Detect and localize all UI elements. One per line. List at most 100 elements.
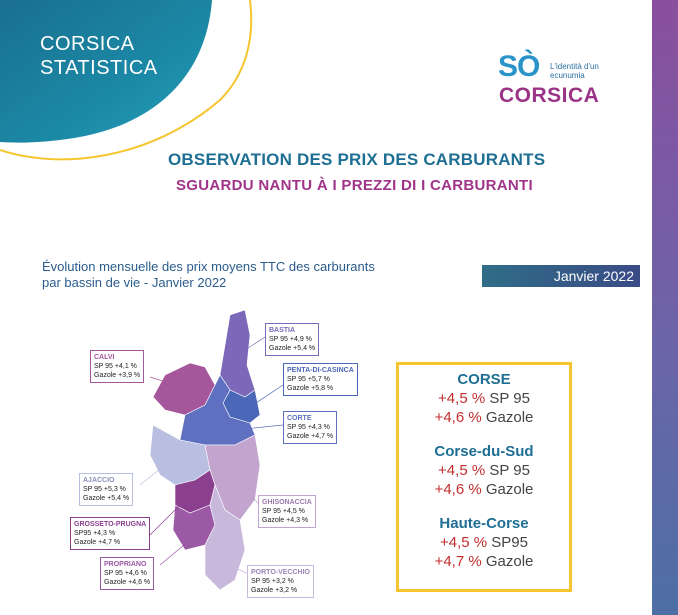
map-label-bastia: BASTIA SP 95 +4,9 % Gazole +5,4 % [265,323,320,356]
leader-penta [252,384,284,406]
label-name: PORTO-VECCHIO [251,569,310,576]
label-gazole-text: Gazole [74,539,97,546]
chart-caption: Évolution mensuelle des prix moyens TTC … [42,259,462,291]
label-gazole-text: Gazole [83,495,106,502]
logo-word: CORSICA [499,84,600,107]
label-name: PENTA-DI-CASINCA [287,367,354,374]
caption-line-2: par bassin de vie - Janvier 2022 [42,275,227,290]
label-sp-text: SP 95 [269,336,288,343]
summary-gazole-line: +4,6 % Gazole [399,408,569,427]
page-title: OBSERVATION DES PRIX DES CARBURANTS [168,150,546,169]
label-name: PROPRIANO [104,561,147,568]
logo-mark: SÒ [498,50,540,83]
summary-gazole-label: Gazole [485,409,534,426]
date-badge: Janvier 2022 [482,265,640,287]
label-name: AJACCIO [83,477,115,484]
label-gazole-value: +5,4 % [107,495,130,502]
leader-ajaccio [139,464,166,486]
summary-corse: CORSE +4,5 % SP 95 +4,6 % Gazole [399,371,569,427]
label-name: CALVI [94,354,115,361]
leader-bastia [244,336,266,351]
header-graphic [0,0,253,161]
leader-calvi [149,376,176,386]
map-label-ghisonaccia: GHISONACCIA SP 95 +4,5 % Gazole +4,3 % [258,495,316,528]
summary-box: CORSE +4,5 % SP 95 +4,6 % Gazole Corse-d… [396,362,572,592]
summary-sp-label: SP 95 [489,462,530,479]
label-gazole-value: +4,7 % [311,433,334,440]
brand-line-2: STATISTICA [40,57,158,79]
summary-sp-label: SP 95 [489,390,530,407]
label-gazole-value: +5,4 % [293,345,316,352]
label-sp-value: +4,3 % [307,424,330,431]
corsica-logo: SÒ L'identità d'un ecunumia CORSICA [498,48,618,110]
label-gazole-value: +4,7 % [98,539,121,546]
label-gazole-value: +4,6 % [128,579,151,586]
label-gazole-value: +5,8 % [311,385,334,392]
label-sp-value: +4,1 % [114,363,137,370]
label-sp-value: +5,3 % [103,486,126,493]
label-sp-text: SP 95 [94,363,113,370]
summary-sp-line: +4,5 % SP 95 [399,461,569,480]
label-gazole-text: Gazole [287,433,310,440]
label-sp-value: +4,5 % [282,508,305,515]
label-sp-text: SP 95 [83,486,102,493]
label-sp-value: +5,7 % [307,376,330,383]
side-color-bar [652,0,678,615]
map-label-propriano: PROPRIANO SP 95 +4,6 % Gazole +4,6 % [100,557,155,590]
label-sp-text: SP 95 [287,376,306,383]
summary-sp-line: +4,5 % SP95 [399,533,569,552]
summary-corse-du-sud: Corse-du-Sud +4,5 % SP 95 +4,6 % Gazole [399,443,569,499]
summary-sp-pct: +4,5 % [438,390,486,407]
label-sp-value: +4,3 % [93,530,116,537]
map-label-grosseto-prugna: GROSSETO-PRUGNA SP95 +4,3 % Gazole +4,7 … [70,517,151,550]
summary-title: Haute-Corse [439,515,529,532]
summary-gazole-pct: +4,6 % [434,481,482,498]
leader-corte [234,424,284,431]
label-sp-text: SP 95 [104,570,123,577]
brand-title: CORSICA STATISTICA [40,32,158,80]
brand-line-1: CORSICA [40,33,135,55]
summary-sp-line: +4,5 % SP 95 [399,389,569,408]
label-sp-value: +4,6 % [124,570,147,577]
label-gazole-text: Gazole [94,372,117,379]
header-yellow-arc [0,0,253,161]
label-sp-text: SP 95 [287,424,306,431]
leader-porto-vecchio [229,564,251,576]
label-gazole-text: Gazole [262,517,285,524]
summary-gazole-label: Gazole [485,481,534,498]
caption-line-1: Évolution mensuelle des prix moyens TTC … [42,259,375,274]
label-name: GROSSETO-PRUGNA [74,521,147,528]
map-label-penta-di-casinca: PENTA-DI-CASINCA SP 95 +5,7 % Gazole +5,… [283,363,358,396]
label-sp-value: +4,9 % [289,336,312,343]
summary-haute-corse: Haute-Corse +4,5 % SP95 +4,7 % Gazole [399,515,569,571]
summary-sp-pct: +4,5 % [438,462,486,479]
map-label-porto-vecchio: PORTO-VECCHIO SP 95 +3,2 % Gazole +3,2 % [247,565,314,598]
summary-gazole-pct: +4,6 % [434,409,482,426]
map-label-corte: CORTE SP 95 +4,3 % Gazole +4,7 % [283,411,338,444]
page-subtitle: SGUARDU NANTU À I PREZZI DI I CARBURANTI [176,177,533,194]
leader-propriano [159,539,191,566]
label-name: CORTE [287,415,312,422]
label-name: GHISONACCIA [262,499,312,506]
label-gazole-text: Gazole [287,385,310,392]
summary-gazole-line: +4,7 % Gazole [399,552,569,571]
summary-sp-label: SP95 [491,534,528,551]
header-teal-shape [0,0,212,143]
label-sp-text: SP 95 [251,578,270,585]
summary-title: Corse-du-Sud [434,443,534,460]
map-label-ajaccio: AJACCIO SP 95 +5,3 % Gazole +5,4 % [79,473,134,506]
label-sp-text: SP95 [74,530,92,537]
label-gazole-text: Gazole [251,587,274,594]
label-gazole-value: +3,2 % [275,587,298,594]
label-gazole-text: Gazole [104,579,127,586]
summary-gazole-line: +4,6 % Gazole [399,480,569,499]
label-gazole-value: +3,9 % [118,372,141,379]
label-gazole-value: +4,3 % [286,517,309,524]
label-sp-text: SP 95 [262,508,281,515]
label-sp-value: +3,2 % [271,578,294,585]
summary-gazole-label: Gazole [485,553,534,570]
corsica-map: BASTIA SP 95 +4,9 % Gazole +5,4 % CALVI … [65,305,385,615]
corsica-map-shape [139,309,284,591]
summary-sp-pct: +4,5 % [440,534,488,551]
